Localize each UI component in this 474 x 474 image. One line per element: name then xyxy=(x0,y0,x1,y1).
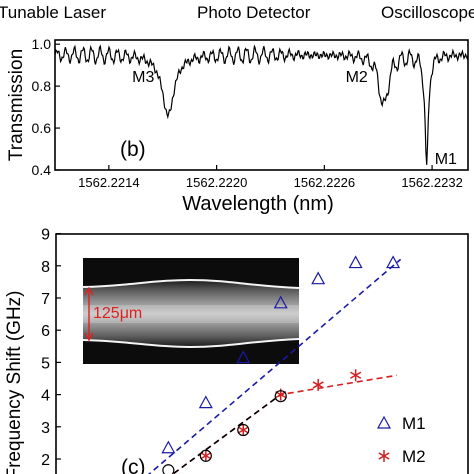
legend-label-m2: M2 xyxy=(402,447,426,466)
data-point-star xyxy=(350,369,362,382)
fiber-micrograph-inset: 125μm xyxy=(83,258,299,364)
data-point-triangle xyxy=(198,395,213,409)
panel-b-label: (b) xyxy=(120,138,146,161)
y-tick-label: 0.8 xyxy=(32,78,52,94)
transmission-xlabel: Wavelength (nm) xyxy=(182,193,334,215)
frequency-legend: M1 M2 xyxy=(376,414,426,466)
y-tick-label: 2 xyxy=(41,452,50,469)
frequency-ylabel: Frequency Shift (GHz) xyxy=(4,291,25,474)
x-tick-label: 1562.2214 xyxy=(78,175,139,190)
data-point-triangle xyxy=(348,255,363,269)
dip-label-m1: M1 xyxy=(435,151,457,168)
y-tick-label: 7 xyxy=(41,291,50,308)
data-point-star xyxy=(378,450,390,462)
fit-line xyxy=(147,258,402,474)
data-point-circle xyxy=(199,449,212,462)
header-tunable-laser: Tunable Laser xyxy=(0,3,106,22)
fiber-body xyxy=(83,280,299,347)
fit-line xyxy=(171,393,282,474)
transmission-trace xyxy=(55,44,468,165)
y-tick-label: 1.0 xyxy=(32,36,52,52)
legend-label-m1: M1 xyxy=(402,414,426,433)
panel-c-label: (c) xyxy=(121,456,146,474)
data-point-circle xyxy=(162,464,175,474)
data-point-triangle xyxy=(273,295,288,309)
dip-label-m3: M3 xyxy=(132,69,154,86)
y-tick-label: 4 xyxy=(41,388,50,405)
header-photo-detector: Photo Detector xyxy=(197,3,311,22)
data-point-star xyxy=(237,424,249,437)
transmission-frame xyxy=(54,39,469,171)
diameter-arrow-head-top xyxy=(84,286,94,296)
y-tick-label: 0.6 xyxy=(32,120,52,136)
data-point-triangle xyxy=(311,271,326,285)
diameter-arrow-head-bottom xyxy=(84,332,94,342)
data-point-triangle xyxy=(386,255,401,269)
data-point-triangle xyxy=(236,350,251,364)
fiber-lower-edge xyxy=(83,338,299,349)
data-point-circle xyxy=(237,423,250,437)
fiber-core-glow xyxy=(83,305,299,323)
transmission-chart: 1562.2214 1562.2220 1562.2226 1562.2232 0.4 0… xyxy=(6,36,469,215)
data-point-circle xyxy=(274,390,287,403)
data-point-triangle xyxy=(376,415,392,429)
y-tick-label: 5 xyxy=(41,355,50,372)
transmission-ylabel: Transmission xyxy=(6,49,27,161)
data-point-triangle xyxy=(161,440,176,454)
data-point-star xyxy=(312,378,324,391)
data-point-star xyxy=(200,449,212,462)
fit-line xyxy=(171,374,397,474)
y-tick-label: 9 xyxy=(41,227,50,244)
y-tick-label: 0.4 xyxy=(32,162,52,178)
x-tick-label: 1562.2226 xyxy=(294,175,355,190)
dip-label-m2: M2 xyxy=(346,69,368,86)
x-tick-label: 1562.2220 xyxy=(186,175,247,190)
fiber-upper-edge xyxy=(83,278,299,289)
y-tick-label: 8 xyxy=(41,259,50,276)
frequency-frame xyxy=(55,233,469,474)
x-tick-label: 1562.2232 xyxy=(401,175,462,190)
diameter-label: 125μm xyxy=(93,305,142,322)
y-tick-label: 3 xyxy=(41,420,50,437)
y-tick-label: 6 xyxy=(41,323,50,340)
header-oscilloscope: Oscilloscope xyxy=(381,3,474,22)
